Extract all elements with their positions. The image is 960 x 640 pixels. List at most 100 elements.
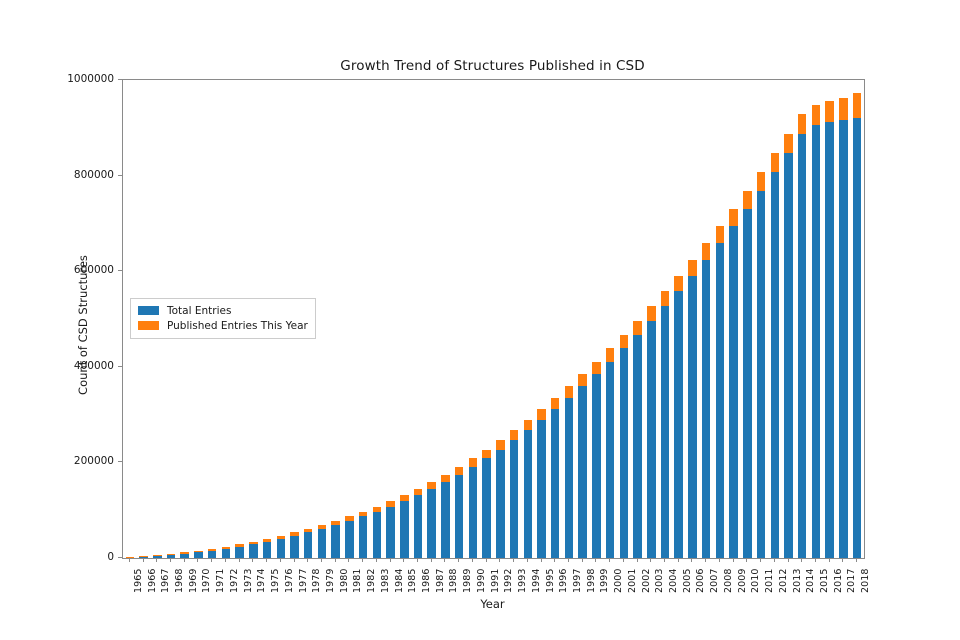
- bar-group: [633, 320, 642, 558]
- bar-group: [550, 398, 560, 558]
- y-axis-tick-mark: [118, 557, 122, 558]
- x-axis-tick-mark: [526, 558, 528, 562]
- x-axis-tick-mark: [211, 558, 213, 562]
- bar-segment-total-entries: [756, 190, 766, 558]
- bar-segment-published-entries: [619, 334, 629, 349]
- bar-segment-total-entries: [468, 466, 478, 558]
- x-axis-tick-label: 1992: [503, 568, 515, 593]
- bar-segment-published-entries: [674, 275, 683, 292]
- x-axis-tick-label: 1974: [256, 568, 268, 593]
- bar-segment-total-entries: [235, 546, 244, 558]
- x-axis-tick-mark: [458, 558, 460, 562]
- bar-segment-total-entries: [180, 553, 189, 558]
- bar-segment-total-entries: [221, 548, 231, 558]
- bar-segment-total-entries: [839, 119, 848, 558]
- x-axis-tick-mark: [183, 558, 185, 562]
- bar-segment-published-entries: [303, 528, 313, 533]
- x-axis-tick-label: 1994: [530, 568, 542, 593]
- x-axis-tick-mark: [252, 558, 254, 562]
- x-axis-tick-label: 2016: [832, 568, 844, 593]
- bar-segment-published-entries: [633, 320, 642, 335]
- x-axis-tick-label: 1969: [187, 568, 199, 593]
- x-axis-tick-label: 1968: [174, 568, 186, 593]
- bar-segment-total-entries: [249, 544, 258, 558]
- x-axis-tick-label: 1993: [517, 568, 529, 593]
- bar-segment-published-entries: [578, 374, 587, 387]
- x-axis-tick-label: 2011: [764, 568, 776, 593]
- bar-group: [592, 361, 601, 558]
- bar-segment-total-entries: [688, 275, 697, 558]
- bar-segment-published-entries: [331, 520, 340, 525]
- bar-segment-published-entries: [564, 386, 574, 399]
- bar-group: [578, 374, 587, 558]
- bar-segment-published-entries: [153, 554, 162, 556]
- bar-segment-published-entries: [468, 458, 478, 467]
- x-axis-tick-mark: [362, 558, 364, 562]
- x-axis-tick-label: 1982: [366, 568, 378, 593]
- bar-group: [674, 275, 683, 558]
- bar-group: [825, 101, 834, 558]
- x-axis-tick-label: 2002: [640, 568, 652, 593]
- bar-segment-total-entries: [715, 243, 725, 558]
- bar-segment-total-entries: [276, 538, 286, 558]
- x-axis-tick-mark: [677, 558, 679, 562]
- y-axis-tick-label: 0: [107, 551, 114, 563]
- x-axis-tick-label: 1987: [434, 568, 446, 593]
- bar-group: [358, 511, 368, 558]
- bar-group: [715, 226, 725, 558]
- bar-group: [660, 291, 670, 558]
- x-axis-tick-label: 2004: [668, 568, 680, 593]
- x-axis-tick-mark: [224, 558, 226, 562]
- bar-segment-published-entries: [770, 153, 780, 173]
- bar-group: [770, 153, 780, 558]
- x-axis-tick-mark: [128, 558, 130, 562]
- x-axis-tick-label: 2009: [736, 568, 748, 593]
- bar-segment-total-entries: [482, 458, 491, 558]
- bar-segment-published-entries: [427, 482, 436, 489]
- bar-group: [386, 501, 395, 558]
- bar-group: [303, 528, 313, 558]
- y-axis-tick-labels: 0 200000 400000 600000 800000 1000000: [62, 73, 114, 563]
- x-axis-tick-mark: [471, 558, 473, 562]
- bar-segment-published-entries: [249, 541, 258, 545]
- bar-segment-total-entries: [523, 430, 533, 558]
- bar-segment-published-entries: [660, 291, 670, 307]
- bar-group: [345, 516, 354, 558]
- chart-legend: Total Entries Published Entries This Yea…: [130, 298, 316, 339]
- x-axis-tick-label: 1986: [421, 568, 433, 593]
- x-axis-tick-mark: [403, 558, 405, 562]
- x-axis-tick-label: 1965: [132, 568, 144, 593]
- bar-segment-published-entries: [743, 190, 752, 209]
- bar-segment-published-entries: [537, 409, 546, 421]
- bar-group: [454, 466, 464, 558]
- x-axis-tick-mark: [156, 558, 158, 562]
- bar-group: [647, 306, 656, 558]
- bar-segment-published-entries: [839, 98, 848, 120]
- legend-swatch-total-entries: [138, 306, 159, 315]
- x-axis-tick-label: 1976: [283, 568, 295, 593]
- bar-segment-total-entries: [825, 122, 834, 558]
- bar-segment-total-entries: [262, 541, 272, 558]
- bar-group: [797, 114, 807, 558]
- x-axis-tick-label: 1996: [558, 568, 570, 593]
- x-axis-tick-label: 1998: [585, 568, 597, 593]
- x-axis-tick-mark: [197, 558, 199, 562]
- bar-group: [688, 259, 697, 558]
- x-axis-tick-label: 1981: [352, 568, 364, 593]
- bar-group: [331, 520, 340, 558]
- bar-group: [221, 546, 231, 558]
- x-axis-label: Year: [480, 597, 505, 611]
- y-axis-tick-mark: [118, 461, 122, 463]
- x-axis-tick-mark: [705, 558, 707, 562]
- bar-segment-published-entries: [482, 449, 491, 459]
- y-axis-tick-label: 400000: [73, 359, 114, 372]
- x-axis-tick-mark: [746, 558, 748, 562]
- x-axis-tick-mark: [238, 558, 240, 562]
- bar-segment-published-entries: [317, 524, 327, 529]
- x-axis-tick-mark: [828, 558, 830, 562]
- bar-segment-total-entries: [578, 386, 587, 558]
- bar-segment-published-entries: [262, 538, 272, 542]
- bar-group: [166, 553, 176, 558]
- x-axis-tick-mark: [142, 558, 144, 562]
- bar-segment-total-entries: [592, 374, 601, 558]
